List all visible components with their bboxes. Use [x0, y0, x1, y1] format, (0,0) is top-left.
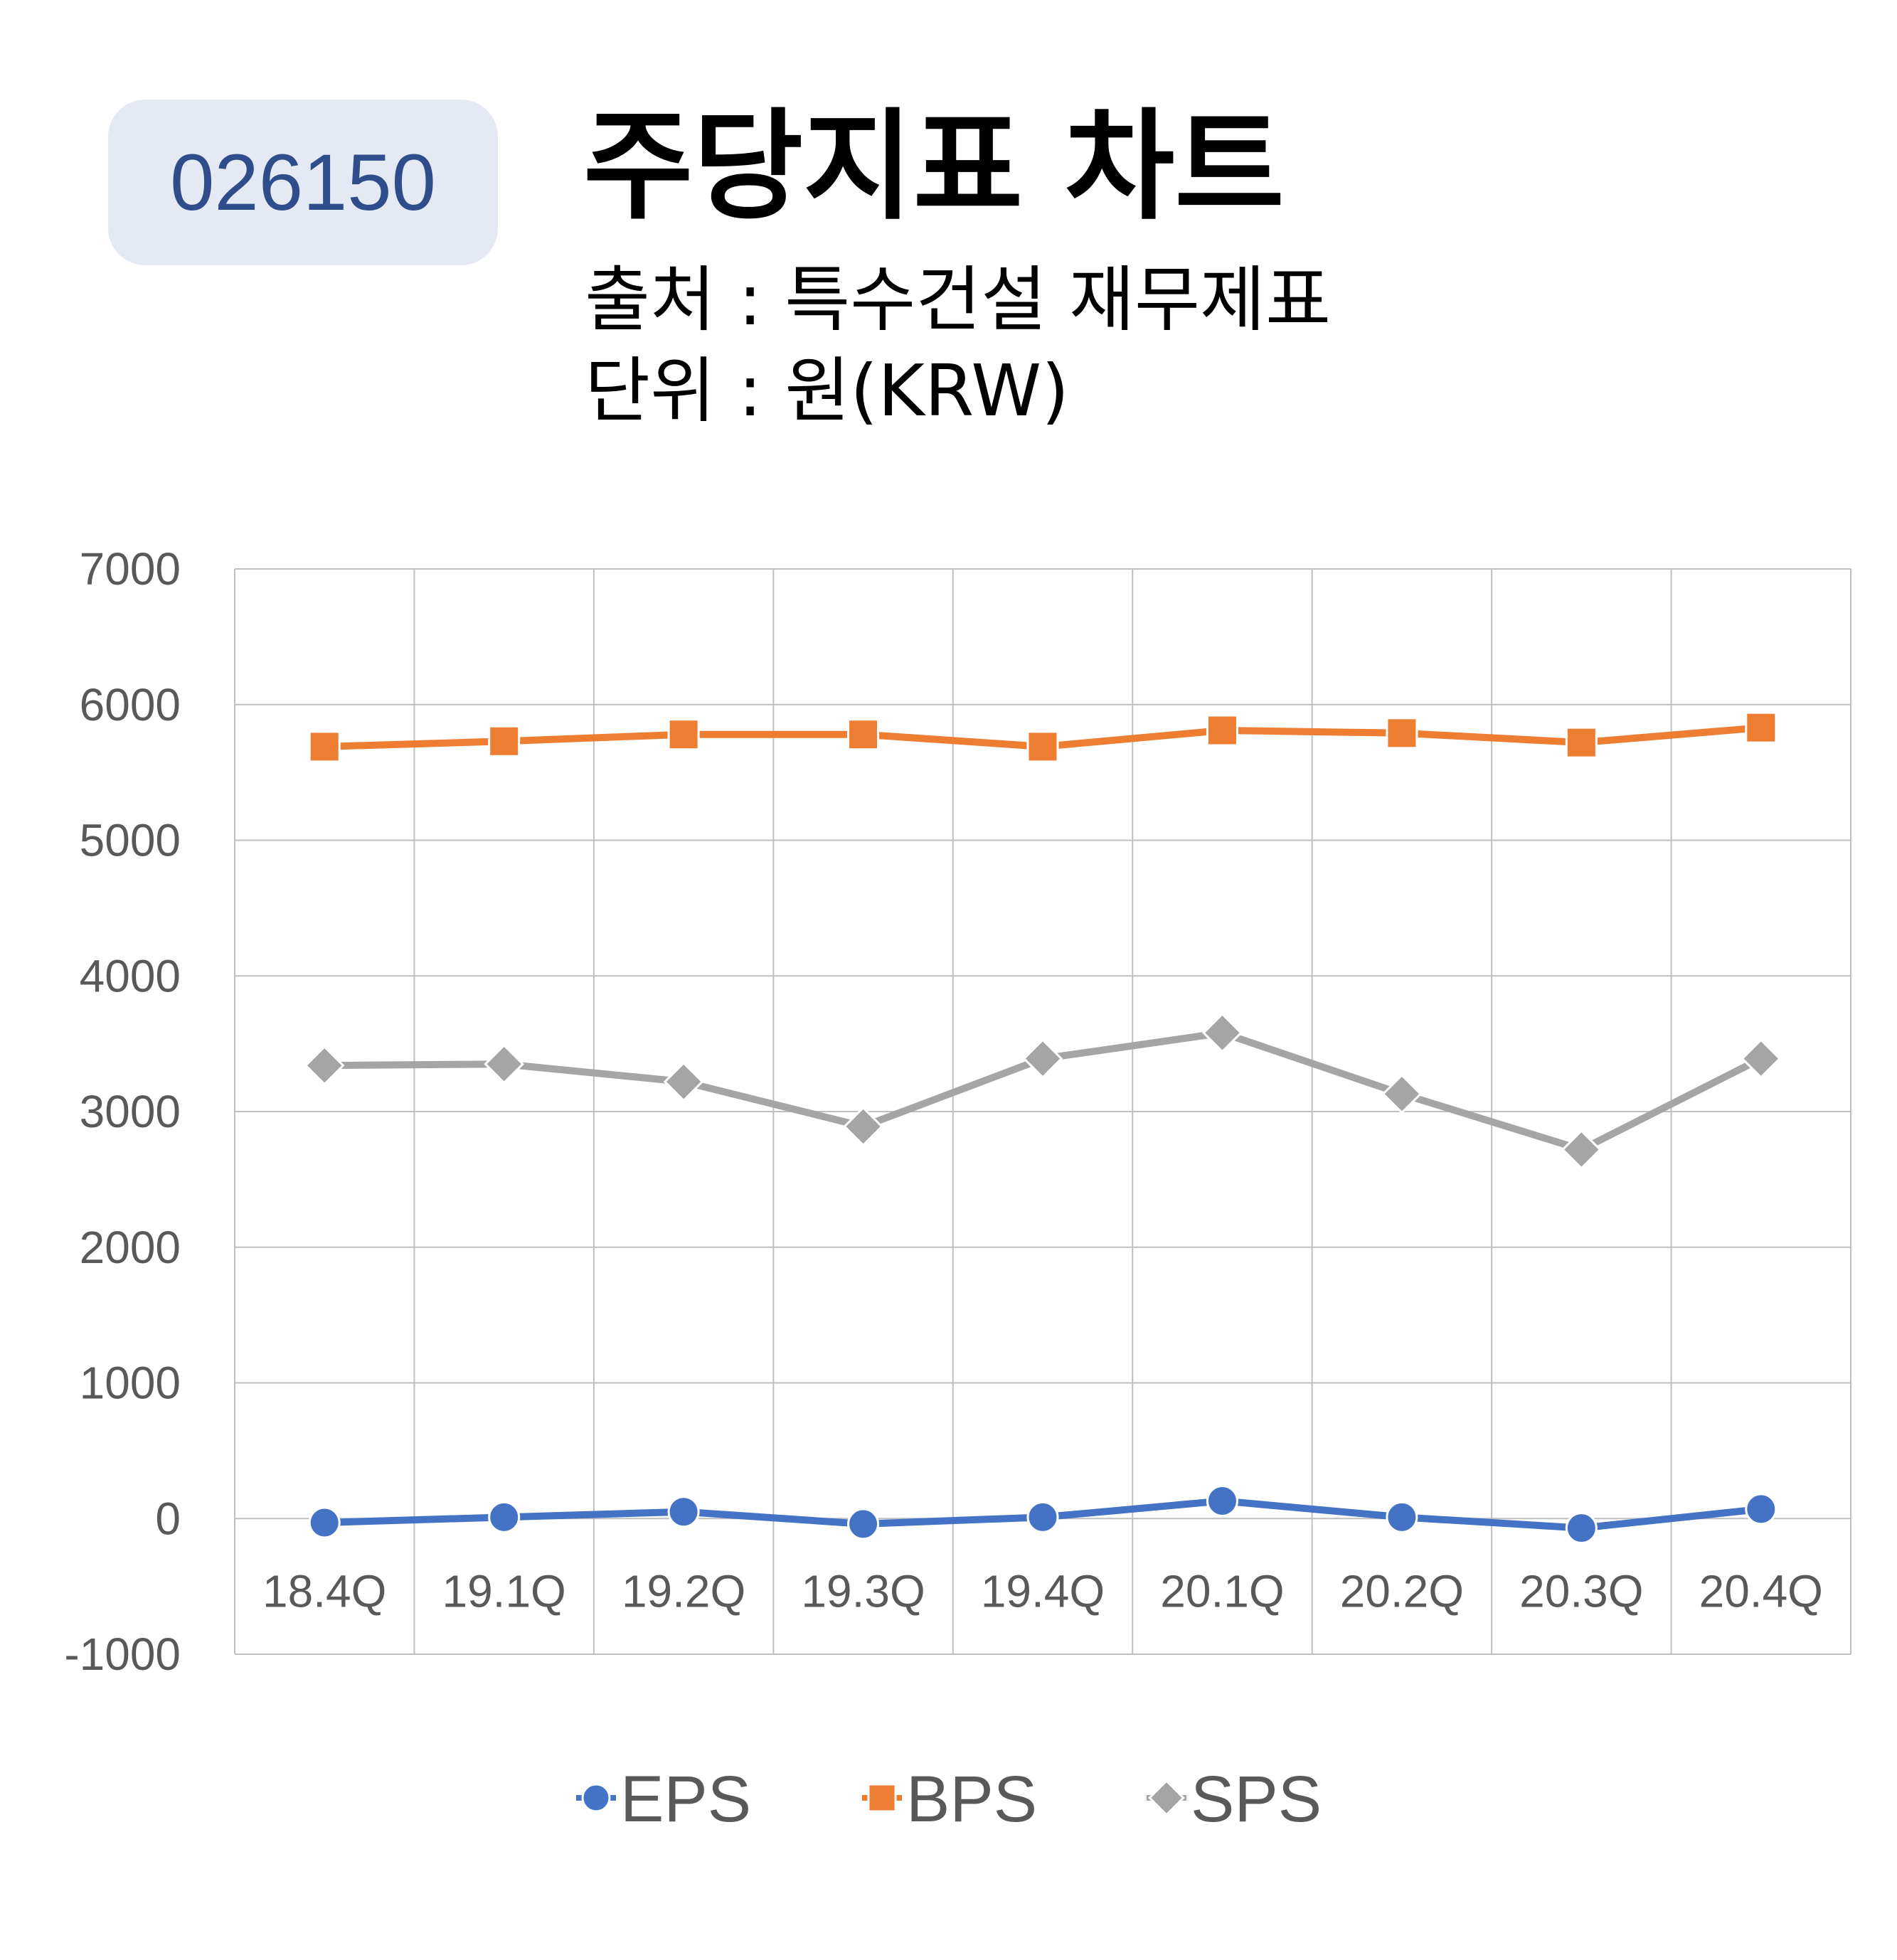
data-point-bps [1026, 730, 1059, 763]
legend-marker-eps [581, 1783, 611, 1813]
y-axis-ticks: 7000 6000 5000 4000 3000 2000 1000 0 -1000 [64, 543, 181, 1680]
data-point-sps [1202, 1012, 1243, 1053]
y-tick-label: 0 [155, 1493, 181, 1544]
data-point-eps [1386, 1501, 1418, 1533]
legend-label-sps: SPS [1191, 1763, 1322, 1836]
unit-line: 단위 : 원(KRW) [585, 349, 1070, 432]
chart-title: 주당지표 차트 [583, 97, 1285, 236]
data-point-sps [663, 1061, 704, 1102]
data-point-eps [488, 1501, 521, 1533]
data-point-eps [1565, 1512, 1598, 1545]
data-point-eps [1745, 1493, 1778, 1525]
data-point-sps [843, 1106, 883, 1147]
legend-marker-sps [1148, 1779, 1185, 1816]
data-point-bps [667, 718, 700, 751]
x-tick-label: 19.1Q [442, 1565, 565, 1617]
data-point-bps [1565, 726, 1598, 759]
y-tick-label: 5000 [80, 815, 181, 866]
data-point-bps [1206, 714, 1238, 747]
x-tick-label: 20.1Q [1160, 1565, 1284, 1617]
y-tick-label: -1000 [64, 1629, 181, 1680]
data-point-sps [484, 1043, 525, 1085]
y-tick-label: 3000 [80, 1086, 181, 1137]
data-point-sps [304, 1045, 345, 1086]
x-tick-label: 20.2Q [1340, 1565, 1464, 1617]
y-tick-label: 6000 [80, 679, 181, 730]
data-point-bps [1745, 711, 1778, 744]
data-point-eps [1206, 1484, 1238, 1517]
x-tick-label: 18.4Q [262, 1565, 386, 1617]
y-tick-label: 2000 [80, 1222, 181, 1273]
x-tick-label: 20.4Q [1699, 1565, 1823, 1617]
data-point-sps [1381, 1073, 1423, 1114]
y-tick-label: 4000 [80, 950, 181, 1001]
x-tick-label: 19.3Q [801, 1565, 925, 1617]
stock-code: 026150 [170, 138, 436, 227]
x-tick-label: 19.2Q [622, 1565, 745, 1617]
source-line: 출처 : 특수건설 재무제표 [585, 258, 1332, 341]
legend-label-eps: EPS [620, 1763, 751, 1836]
data-point-bps [1386, 717, 1418, 750]
data-point-bps [847, 718, 880, 751]
data-point-eps [667, 1496, 700, 1528]
legend-label-bps: BPS [906, 1763, 1037, 1836]
data-point-bps [488, 725, 521, 757]
data-point-eps [1026, 1501, 1059, 1533]
y-tick-label: 7000 [80, 543, 181, 595]
data-point-bps [308, 730, 341, 763]
data-point-eps [847, 1508, 880, 1540]
legend: EPS BPS SPS [576, 1763, 1322, 1836]
data-point-eps [308, 1506, 341, 1539]
x-tick-label: 19.4Q [981, 1565, 1105, 1617]
series-layer [304, 711, 1782, 1545]
data-point-sps [1561, 1129, 1602, 1170]
stock-code-badge: 026150 [108, 100, 498, 265]
y-tick-label: 1000 [80, 1358, 181, 1409]
data-point-sps [1022, 1038, 1063, 1079]
x-tick-label: 20.3Q [1519, 1565, 1643, 1617]
data-point-sps [1741, 1038, 1782, 1079]
legend-marker-bps [867, 1783, 897, 1813]
x-axis-ticks: 18.4Q 19.1Q 19.2Q 19.3Q 19.4Q 20.1Q 20.2Q 20.3Q… [262, 1565, 1823, 1617]
